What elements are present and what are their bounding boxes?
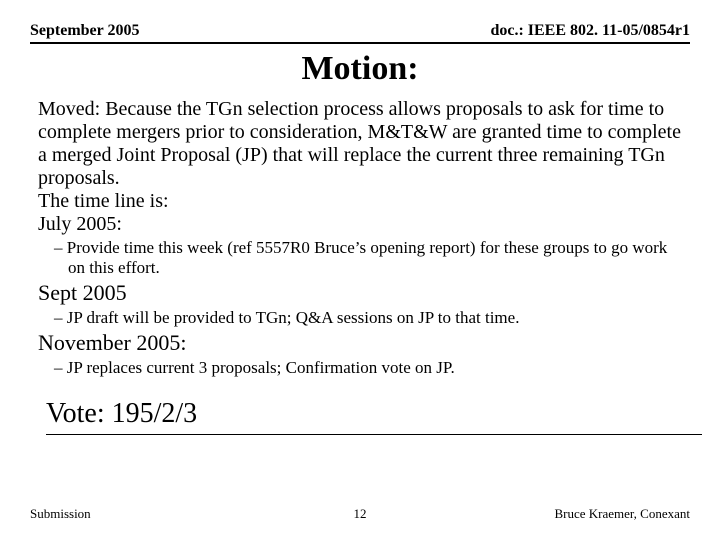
- body-content: Moved: Because the TGn selection process…: [30, 98, 690, 378]
- sept-label: Sept 2005: [38, 280, 688, 306]
- footer-author: Bruce Kraemer, Conexant: [470, 506, 690, 522]
- header-date: September 2005: [30, 22, 139, 40]
- footer-bar: Submission 12 Bruce Kraemer, Conexant: [30, 506, 690, 522]
- vote-result: Vote: 195/2/3: [46, 398, 702, 435]
- footer-page-number: 12: [250, 506, 470, 522]
- moved-paragraph: Moved: Because the TGn selection process…: [38, 98, 688, 190]
- july-bullet: Provide time this week (ref 5557R0 Bruce…: [54, 238, 688, 278]
- sept-bullet: JP draft will be provided to TGn; Q&A se…: [54, 308, 688, 328]
- header-bar: September 2005 doc.: IEEE 802. 11-05/085…: [30, 22, 690, 44]
- nov-label: November 2005:: [38, 330, 688, 356]
- header-docref: doc.: IEEE 802. 11-05/0854r1: [490, 22, 690, 40]
- july-label: July 2005:: [38, 213, 688, 236]
- nov-bullet: JP replaces current 3 proposals; Confirm…: [54, 358, 688, 378]
- timeline-intro: The time line is:: [38, 190, 688, 213]
- footer-left: Submission: [30, 506, 250, 522]
- slide-title: Motion:: [30, 50, 690, 88]
